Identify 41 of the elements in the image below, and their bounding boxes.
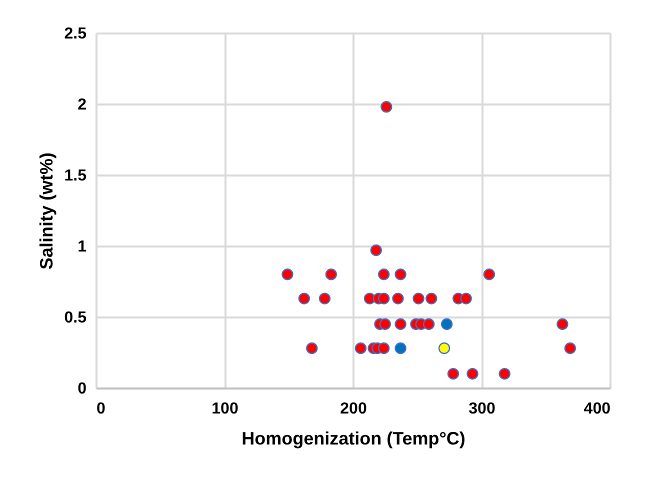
y-axis-title: Salinity (wt%) — [36, 152, 56, 270]
point — [318, 292, 331, 304]
point — [466, 368, 478, 380]
point — [440, 318, 453, 330]
point — [412, 292, 424, 304]
point — [447, 368, 460, 380]
x-tick-label: 300 — [468, 400, 496, 418]
point — [438, 342, 450, 354]
point — [483, 268, 496, 280]
x-axis-title: Homogenization (Temp°C) — [242, 428, 466, 448]
point — [394, 342, 406, 354]
point — [325, 268, 337, 280]
point — [394, 268, 406, 280]
point — [392, 292, 404, 304]
point — [282, 268, 294, 280]
point — [564, 342, 576, 354]
x-tick-label: 0 — [96, 400, 106, 418]
point — [378, 268, 390, 280]
point — [370, 244, 382, 256]
point — [298, 292, 310, 304]
point — [394, 318, 406, 330]
x-tick-label: 400 — [584, 400, 611, 418]
point — [460, 292, 472, 304]
point — [426, 292, 438, 304]
y-tick-label: 0 — [78, 380, 87, 398]
y-tick-label: 1.5 — [64, 168, 87, 184]
point — [422, 318, 435, 330]
y-tick-label: 1 — [78, 238, 87, 256]
point — [498, 368, 510, 380]
y-tick-label: 2.5 — [64, 26, 87, 42]
point — [378, 292, 390, 304]
point — [379, 318, 391, 330]
point — [556, 318, 568, 330]
point — [380, 101, 392, 113]
point — [378, 342, 390, 354]
y-tick-label: 0.5 — [64, 310, 87, 326]
point — [354, 342, 367, 354]
point — [306, 342, 318, 354]
y-tick-label: 2 — [78, 96, 87, 114]
x-tick-label: 200 — [340, 400, 367, 418]
x-tick-label: 100 — [212, 400, 238, 418]
